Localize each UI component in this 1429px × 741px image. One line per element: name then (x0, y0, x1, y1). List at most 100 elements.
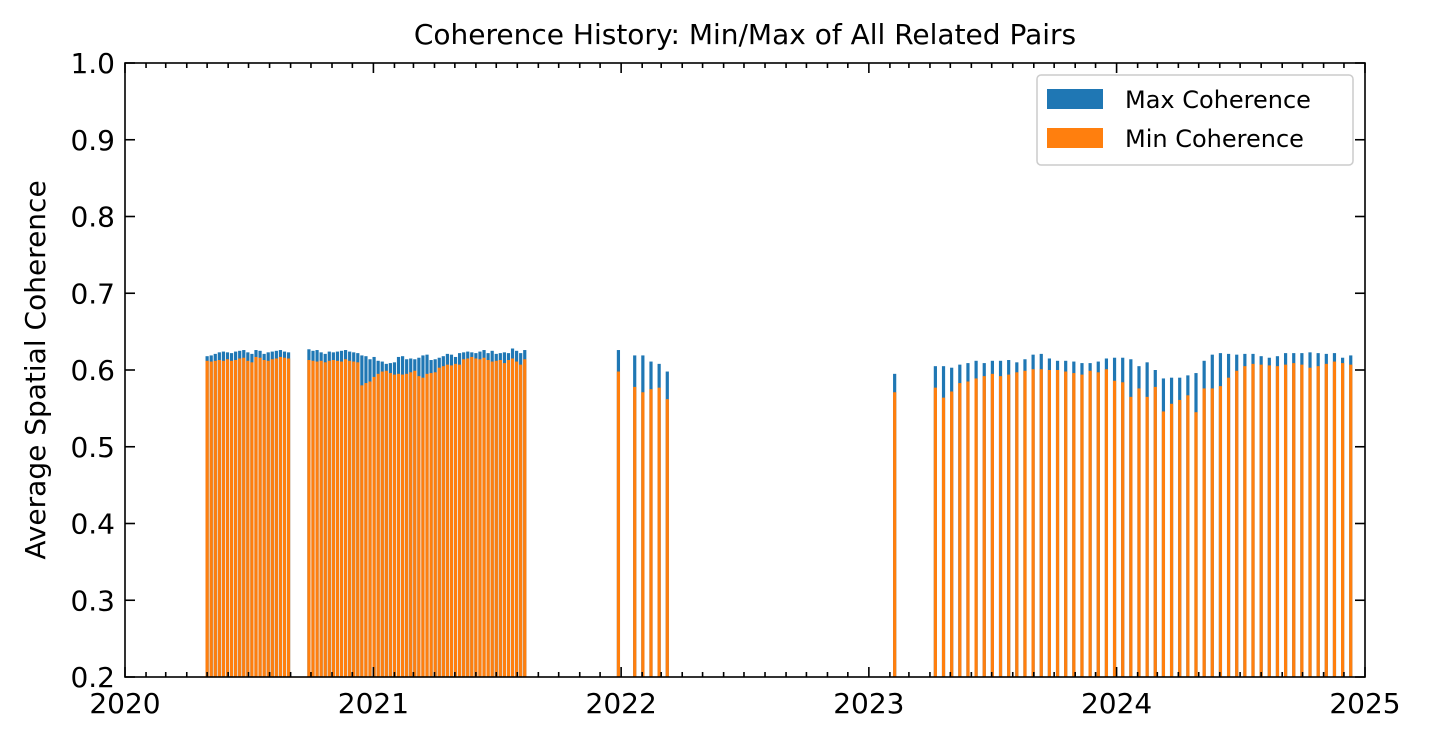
min-coherence-bar (1072, 373, 1076, 677)
min-coherence-bar (665, 399, 669, 677)
min-coherence-bar (641, 392, 645, 677)
min-coherence-bar (494, 360, 498, 677)
min-coherence-bar (396, 373, 401, 677)
min-coherence-bar (331, 360, 335, 677)
min-coherence-bar (274, 358, 278, 677)
min-coherence-bar (1039, 369, 1043, 677)
min-coherence-bar (421, 377, 425, 677)
min-coherence-bar (343, 359, 348, 677)
y-tick-label: 0.5 (70, 431, 115, 464)
min-coherence-bar (445, 364, 449, 677)
min-coherence-bar (1251, 363, 1255, 677)
min-coherence-bar (441, 366, 445, 677)
min-coherence-bar (1300, 364, 1304, 677)
min-coherence-bar (323, 362, 327, 677)
min-coherence-bar (221, 360, 226, 677)
min-coherence-bar (1243, 366, 1247, 677)
min-coherence-bar (1259, 364, 1263, 677)
min-coherence-bar (474, 358, 478, 677)
x-tick-label: 2022 (586, 687, 657, 720)
min-coherence-bar (356, 362, 360, 677)
min-coherence-bar (400, 374, 405, 677)
min-coherence-bar (258, 357, 262, 677)
min-coherence-bar (1218, 386, 1223, 677)
min-coherence-bar (498, 360, 502, 677)
min-coherence-bar (466, 358, 470, 677)
min-coherence-bar (429, 373, 433, 677)
x-tick-label: 2023 (833, 687, 904, 720)
y-tick-label: 0.8 (70, 201, 115, 234)
min-coherence-bar (376, 373, 380, 677)
min-coherence-bar (449, 365, 454, 677)
min-coherence-bar (213, 360, 217, 677)
x-tick-label: 2024 (1081, 687, 1152, 720)
min-coherence-bar (242, 357, 246, 677)
min-coherence-bar (311, 360, 315, 677)
min-coherence-bar (217, 360, 221, 677)
min-coherence-bar (364, 383, 368, 677)
min-coherence-bar (1324, 363, 1328, 677)
min-coherence-bar (348, 360, 352, 677)
min-coherence-bar (384, 370, 388, 677)
min-coherence-bar (433, 372, 437, 677)
min-coherence-bar (1178, 399, 1182, 677)
min-coherence-bar (506, 360, 511, 677)
y-axis-label: Average Spatial Coherence (19, 180, 52, 559)
min-coherence-bar (1308, 367, 1312, 677)
min-coherence-bar (352, 361, 356, 677)
min-coherence-bar (482, 357, 486, 677)
min-coherence-bar (1088, 370, 1092, 677)
y-tick-label: 0.4 (70, 508, 115, 541)
min-coherence-bar (470, 356, 474, 677)
min-coherence-bar (405, 373, 409, 677)
min-coherence-bar (478, 359, 482, 677)
min-coherence-bar (1129, 396, 1133, 677)
min-coherence-bar (209, 361, 213, 677)
min-coherence-bar (1267, 365, 1271, 677)
min-coherence-bar (1153, 386, 1157, 677)
min-coherence-bar (1096, 372, 1100, 677)
min-coherence-bar (941, 397, 946, 677)
min-coherence-bar (523, 359, 527, 677)
min-coherence-bar (633, 386, 637, 677)
min-coherence-bar (1064, 371, 1068, 677)
min-coherence-bar (360, 385, 364, 677)
min-coherence-bar (974, 378, 978, 677)
min-coherence-bar (282, 357, 287, 677)
min-coherence-bar (657, 387, 661, 677)
y-tick-label: 0.2 (70, 661, 115, 694)
min-coherence-bar (417, 376, 421, 677)
min-coherence-bar (437, 367, 441, 677)
min-coherence-bar (339, 361, 344, 677)
min-coherence-bar (205, 360, 209, 677)
min-coherence-bar (998, 376, 1003, 677)
legend-swatch-max (1047, 89, 1103, 109)
min-coherence-bar (413, 370, 417, 677)
min-coherence-bar (1316, 366, 1320, 677)
legend-box (1036, 74, 1354, 166)
min-coherence-bar (1047, 370, 1052, 677)
min-coherence-bar (933, 387, 937, 677)
min-coherence-bar (380, 371, 384, 677)
min-coherence-bar (246, 360, 250, 677)
legend-swatch-min (1047, 128, 1103, 148)
min-coherence-bar (254, 356, 258, 677)
min-coherence-bar (425, 373, 429, 677)
min-coherence-bar (462, 359, 466, 677)
min-coherence-bar (1349, 364, 1353, 677)
min-coherence-bar (234, 360, 238, 677)
min-coherence-bar (266, 360, 270, 677)
min-coherence-bar (453, 363, 458, 677)
min-coherence-bar (1210, 388, 1214, 677)
min-coherence-bar (1112, 380, 1117, 677)
min-coherence-bar (270, 359, 274, 677)
legend-label-min: Min Coherence (1125, 125, 1304, 153)
x-tick-label: 2025 (1329, 687, 1400, 720)
min-coherence-bar (1235, 370, 1239, 677)
min-coherence-bar (238, 358, 242, 677)
min-coherence-bar (958, 383, 962, 677)
bars-layer (205, 348, 1353, 677)
min-coherence-bar (1055, 370, 1060, 677)
min-coherence-bar (486, 360, 490, 677)
